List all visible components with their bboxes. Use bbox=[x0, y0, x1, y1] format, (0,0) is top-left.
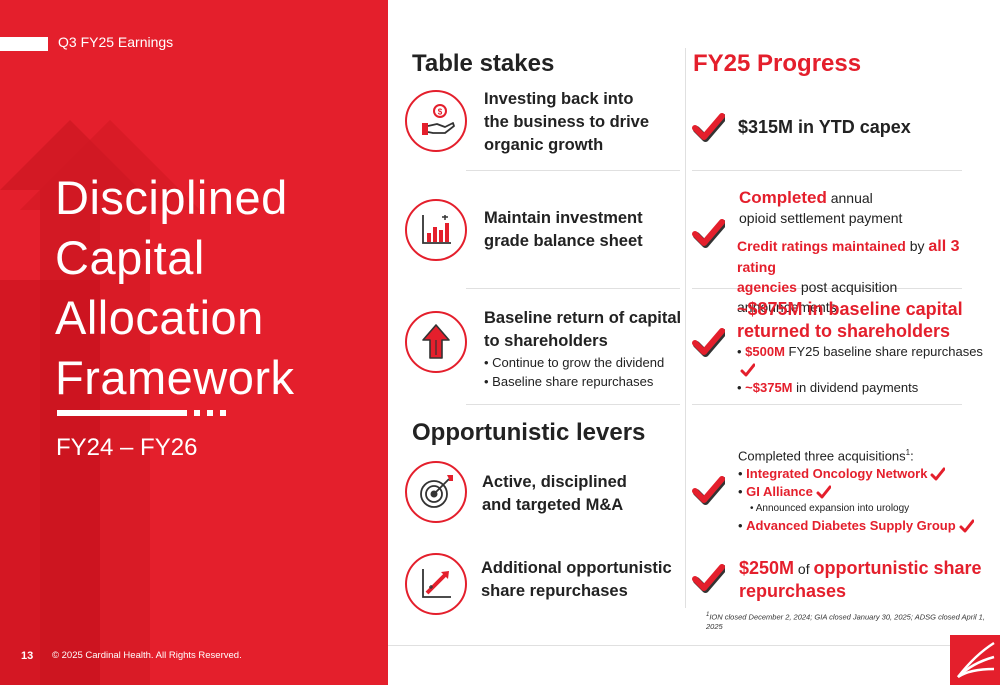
check-icon bbox=[959, 519, 975, 534]
check-icon bbox=[816, 485, 832, 500]
item-1-line-2: the business to drive bbox=[484, 113, 650, 131]
opp-item-2-line-2: share repurchases bbox=[481, 582, 628, 600]
opportunistic-item-1: Active, disciplined and targeted M&A bbox=[482, 471, 627, 517]
hand-coin-icon: $ bbox=[405, 90, 467, 152]
item-1-line-3: organic growth bbox=[484, 136, 604, 154]
ratings-p2: by bbox=[905, 238, 929, 254]
progress-heading: FY25 Progress bbox=[693, 50, 862, 77]
baseline-progress: ~$875M in baseline capital returned to s… bbox=[737, 298, 1000, 397]
opportunistic-item-2: Additional opportunistic share repurchas… bbox=[481, 557, 672, 603]
baseline-b2-strong: ~$375M bbox=[745, 380, 793, 395]
item-3-bullet-2: Baseline share repurchases bbox=[484, 372, 681, 391]
row-divider bbox=[466, 170, 680, 171]
item-3-line-2: to shareholders bbox=[484, 332, 608, 350]
settlement-progress: Completed annual opioid settlement payme… bbox=[739, 188, 902, 228]
repurchase-p4: repurchases bbox=[739, 581, 847, 601]
row-divider bbox=[692, 288, 962, 289]
title-line-4: Framework bbox=[55, 351, 295, 404]
acq-intro: Completed three acquisitions bbox=[738, 448, 906, 464]
title-line-2: Capital bbox=[55, 231, 205, 284]
copyright: © 2025 Cardinal Health. All Rights Reser… bbox=[52, 650, 242, 661]
opp-item-2-line-1: Additional opportunistic bbox=[481, 559, 672, 577]
acq-item-1: Integrated Oncology Network bbox=[746, 466, 928, 482]
footnote: 1ION closed December 2, 2024; GIA closed… bbox=[706, 612, 1000, 631]
ratings-p5: agencies bbox=[737, 279, 797, 295]
item-3-bullets: Continue to grow the dividend Baseline s… bbox=[484, 353, 681, 391]
baseline-b2-rest: in dividend payments bbox=[792, 380, 919, 395]
item-2-line-2: grade balance sheet bbox=[484, 232, 643, 250]
item-2-line-1: Maintain investment bbox=[484, 209, 643, 227]
title-line-1: Disciplined bbox=[55, 171, 288, 224]
ratings-p1: Credit ratings maintained bbox=[737, 238, 906, 254]
svg-text:$: $ bbox=[438, 108, 443, 117]
check-icon bbox=[930, 467, 946, 482]
tag-bar bbox=[0, 37, 48, 51]
background-arrow-graphic bbox=[0, 120, 200, 685]
ratings-p3: all 3 bbox=[928, 238, 960, 255]
opportunistic-heading: Opportunistic levers bbox=[412, 419, 646, 446]
baseline-line-1: ~$875M in baseline capital bbox=[737, 299, 963, 319]
item-3-bullet-1: Continue to grow the dividend bbox=[484, 353, 681, 372]
row-divider bbox=[466, 404, 680, 405]
table-stakes-heading: Table stakes bbox=[412, 50, 555, 77]
ratings-p4: rating bbox=[737, 259, 776, 275]
baseline-b1-rest: FY25 baseline share repurchases bbox=[784, 344, 983, 359]
check-icon bbox=[692, 328, 725, 357]
check-icon bbox=[692, 476, 725, 505]
item-1-line-1: Investing back into bbox=[484, 90, 634, 108]
row-divider bbox=[692, 170, 962, 171]
row-divider bbox=[692, 404, 962, 405]
baseline-b1-strong: $500M bbox=[745, 344, 785, 359]
opp-item-1-line-2: and targeted M&A bbox=[482, 496, 624, 514]
check-icon bbox=[740, 363, 756, 378]
cardinal-health-logo bbox=[950, 635, 1000, 685]
column-divider bbox=[685, 48, 686, 608]
footnote-text: ION closed December 2, 2024; GIA closed … bbox=[706, 612, 985, 631]
table-stakes-item-2: Maintain investment grade balance sheet bbox=[484, 207, 643, 253]
repurchase-p1: $250M bbox=[739, 558, 795, 578]
acq-sub: Announced expansion into urology bbox=[755, 503, 910, 515]
bottom-divider bbox=[388, 645, 1000, 646]
check-icon bbox=[692, 219, 725, 248]
settlement-rest-1: annual bbox=[826, 190, 873, 206]
acq-colon: : bbox=[910, 448, 914, 464]
bar-chart-icon bbox=[405, 199, 467, 261]
footnote-sup: 1 bbox=[706, 612, 710, 618]
check-icon bbox=[692, 564, 725, 593]
baseline-line-2: returned to shareholders bbox=[737, 321, 951, 341]
earnings-tag: Q3 FY25 Earnings bbox=[58, 34, 174, 50]
repurchase-p2: of bbox=[794, 561, 814, 577]
acq-item-3: Advanced Diabetes Supply Group bbox=[746, 518, 956, 534]
acq-item-2: GI Alliance bbox=[746, 484, 813, 500]
check-icon bbox=[692, 113, 725, 142]
up-arrow-icon bbox=[405, 311, 467, 373]
growth-chart-icon bbox=[405, 553, 467, 615]
page-number: 13 bbox=[21, 650, 34, 662]
acquisitions-progress: Completed three acquisitions1: • Integra… bbox=[738, 444, 975, 535]
table-stakes-item-1: Investing back into the business to driv… bbox=[484, 88, 649, 157]
settlement-rest-2: opioid settlement payment bbox=[739, 210, 903, 226]
row-divider bbox=[466, 288, 680, 289]
settlement-strong: Completed bbox=[739, 188, 827, 207]
target-icon bbox=[405, 461, 467, 523]
acq-sup: 1 bbox=[905, 448, 911, 457]
title-line-3: Allocation bbox=[55, 291, 264, 344]
page-title: Disciplined Capital Allocation Framework bbox=[55, 168, 295, 408]
repurchase-progress: $250M of opportunistic share repurchases bbox=[739, 557, 982, 602]
ratings-progress: Credit ratings maintained by all 3 ratin… bbox=[737, 236, 1000, 317]
left-panel: Q3 FY25 Earnings Disciplined Capital All… bbox=[0, 0, 388, 685]
repurchase-p3: opportunistic share bbox=[813, 558, 982, 578]
opp-item-1-line-1: Active, disciplined bbox=[482, 473, 627, 491]
table-stakes-item-3: Baseline return of capital to shareholde… bbox=[484, 307, 681, 391]
period-label: FY24 – FY26 bbox=[56, 434, 198, 461]
ratings-p6: post acquisition announcements bbox=[737, 279, 898, 315]
capex-progress: $315M in YTD capex bbox=[738, 117, 911, 137]
item-3-line-1: Baseline return of capital bbox=[484, 309, 682, 327]
